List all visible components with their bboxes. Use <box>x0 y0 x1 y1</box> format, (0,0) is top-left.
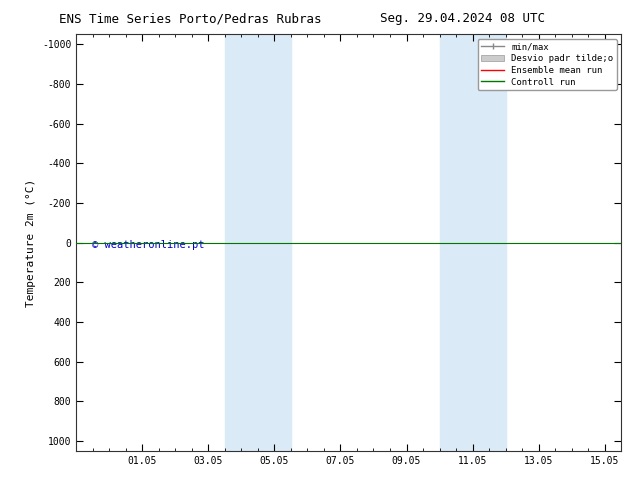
Legend: min/max, Desvio padr tilde;o, Ensemble mean run, Controll run: min/max, Desvio padr tilde;o, Ensemble m… <box>477 39 617 90</box>
Text: Seg. 29.04.2024 08 UTC: Seg. 29.04.2024 08 UTC <box>380 12 545 25</box>
Bar <box>225 34 291 451</box>
Y-axis label: Temperature 2m (°C): Temperature 2m (°C) <box>26 178 36 307</box>
Text: © weatheronline.pt: © weatheronline.pt <box>93 241 205 250</box>
Text: ENS Time Series Porto/Pedras Rubras: ENS Time Series Porto/Pedras Rubras <box>59 12 321 25</box>
Bar <box>439 34 506 451</box>
